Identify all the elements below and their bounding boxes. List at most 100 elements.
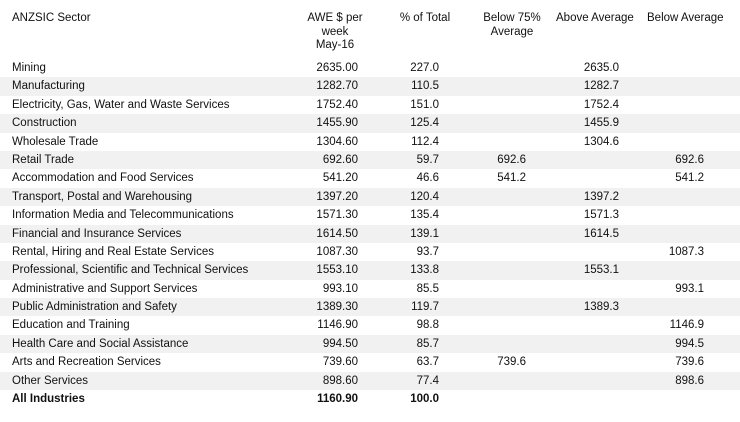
header-below75-line1: Below 75% bbox=[483, 12, 541, 24]
header-sector: ANZSIC Sector bbox=[12, 12, 91, 24]
table-row: Electricity, Gas, Water and Waste Servic… bbox=[0, 96, 740, 114]
cell-sector: Financial and Insurance Services bbox=[12, 227, 182, 240]
cell-above-average: 1304.6 bbox=[583, 135, 619, 148]
cell-pct-total: 46.6 bbox=[416, 172, 439, 185]
total-awe: 1160.90 bbox=[317, 393, 358, 406]
cell-pct-total: 59.7 bbox=[416, 153, 439, 166]
cell-awe: 2635.00 bbox=[316, 62, 358, 74]
table-row: Health Care and Social Assistance 994.50 8… bbox=[0, 334, 740, 354]
cell-above-average: 1571.3 bbox=[583, 209, 619, 222]
cell-sector: Administrative and Support Services bbox=[12, 282, 198, 295]
cell-awe: 739.60 bbox=[322, 356, 358, 369]
cell-pct-total: 98.8 bbox=[416, 319, 439, 332]
cell-below-average: 993.1 bbox=[675, 282, 704, 295]
cell-above-average: 1389.3 bbox=[583, 301, 619, 314]
cell-sector: Education and Training bbox=[12, 319, 130, 332]
header-awe: AWE $ per week May-16 bbox=[285, 12, 385, 53]
cell-below-average: 739.6 bbox=[675, 356, 704, 369]
cell-sector: Public Administration and Safety bbox=[12, 301, 177, 314]
cell-below-average: 541.2 bbox=[675, 172, 704, 185]
cell-pct-total: 135.4 bbox=[410, 209, 439, 222]
table-row: Arts and Recreation Services 739.60 63.7 73… bbox=[0, 353, 740, 371]
table-row: Manufacturing 1282.70 110.5 1282.7 bbox=[0, 77, 740, 96]
cell-sector: Wholesale Trade bbox=[12, 135, 99, 148]
cell-pct-total: 85.5 bbox=[416, 282, 439, 295]
cell-pct-total: 85.7 bbox=[416, 337, 439, 350]
table-row: Public Administration and Safety 1389.30 1… bbox=[0, 298, 740, 317]
cell-below-average: 898.6 bbox=[675, 374, 704, 387]
table-row: Other Services 898.60 77.4 898.6 bbox=[0, 371, 740, 391]
cell-pct-total: 227.0 bbox=[410, 62, 439, 74]
cell-awe: 1397.20 bbox=[316, 190, 358, 203]
cell-pct-total: 120.4 bbox=[410, 190, 439, 203]
cell-pct-total: 77.4 bbox=[416, 374, 439, 387]
table-row: Rental, Hiring and Real Estate Services 1… bbox=[0, 243, 740, 261]
cell-sector: Retail Trade bbox=[12, 153, 75, 166]
table-row: Accommodation and Food Services 541.20 46.… bbox=[0, 169, 740, 187]
cell-above-average: 2635.0 bbox=[583, 62, 619, 74]
cell-pct-total: 139.1 bbox=[410, 227, 439, 240]
cell-sector: Electricity, Gas, Water and Waste Servic… bbox=[12, 98, 230, 111]
cell-sector: Information Media and Telecommunications bbox=[12, 209, 234, 222]
cell-awe: 692.60 bbox=[322, 153, 358, 166]
cell-pct-total: 93.7 bbox=[416, 245, 439, 258]
cell-awe: 1455.90 bbox=[316, 117, 358, 130]
cell-sector: Professional, Scientific and Technical S… bbox=[12, 264, 249, 277]
cell-above-average: 1752.4 bbox=[583, 98, 619, 111]
total-pct: 100.0 bbox=[410, 393, 439, 406]
cell-pct-total: 110.5 bbox=[411, 80, 439, 93]
cell-pct-total: 125.4 bbox=[410, 117, 439, 130]
cell-sector: Rental, Hiring and Real Estate Services bbox=[12, 245, 214, 258]
cell-below-average: 692.6 bbox=[675, 153, 704, 166]
cell-sector: Arts and Recreation Services bbox=[12, 356, 161, 369]
cell-awe: 1553.10 bbox=[316, 264, 358, 277]
table-row: Transport, Postal and Warehousing 1397.20… bbox=[0, 187, 740, 207]
cell-below-average: 1087.3 bbox=[668, 245, 704, 258]
cell-sector: Other Services bbox=[12, 374, 89, 387]
header-below-average: Below Average bbox=[647, 12, 724, 24]
cell-pct-total: 133.8 bbox=[410, 264, 439, 277]
cell-pct-total: 63.7 bbox=[416, 356, 439, 369]
total-row: All Industries 1160.90 100.0 bbox=[0, 390, 740, 408]
header-awe-line3: May-16 bbox=[315, 39, 355, 51]
cell-above-average: 1553.1 bbox=[583, 264, 619, 277]
cell-awe: 1571.30 bbox=[316, 209, 358, 222]
table-row: Mining 2635.00 227.0 2635.0 bbox=[0, 59, 740, 77]
header-awe-line1: AWE $ per bbox=[307, 12, 363, 24]
cell-awe: 1389.30 bbox=[316, 301, 358, 314]
header-below75: Below 75% Average bbox=[466, 12, 558, 39]
cell-pct-total: 119.7 bbox=[411, 301, 439, 314]
cell-below-average: 1146.9 bbox=[669, 319, 704, 332]
cell-sector: Manufacturing bbox=[12, 80, 85, 93]
table-header: ANZSIC Sector AWE $ per week May-16 % of… bbox=[0, 0, 740, 59]
cell-sector: Mining bbox=[12, 62, 46, 74]
cell-sector: Construction bbox=[12, 117, 77, 130]
total-sector: All Industries bbox=[12, 393, 85, 406]
cell-awe: 1304.60 bbox=[316, 135, 358, 148]
table-row: Information Media and Telecommunications… bbox=[0, 206, 740, 224]
cell-below75: 541.2 bbox=[497, 172, 526, 185]
cell-sector: Transport, Postal and Warehousing bbox=[12, 190, 193, 203]
cell-below75: 739.6 bbox=[497, 356, 526, 369]
cell-awe: 1752.40 bbox=[316, 98, 358, 111]
table-row: Financial and Insurance Services 1614.50 1… bbox=[0, 224, 740, 243]
table-body: Mining 2635.00 227.0 2635.0 Manufacturing 128… bbox=[0, 59, 740, 391]
table-row: Construction 1455.90 125.4 1455.9 bbox=[0, 114, 740, 133]
cell-sector: Accommodation and Food Services bbox=[12, 172, 194, 185]
cell-above-average: 1282.7 bbox=[583, 80, 619, 93]
cell-below-average: 994.5 bbox=[675, 337, 704, 350]
table-row: Professional, Scientific and Technical S… bbox=[0, 261, 740, 280]
header-pct-total: % of Total bbox=[399, 12, 451, 24]
cell-pct-total: 151.0 bbox=[410, 98, 439, 111]
header-above-average: Above Average bbox=[556, 12, 634, 24]
cell-above-average: 1614.5 bbox=[583, 227, 619, 240]
cell-awe: 1614.50 bbox=[316, 227, 358, 240]
cell-awe: 1146.90 bbox=[317, 319, 358, 332]
cell-above-average: 1397.2 bbox=[583, 190, 619, 203]
awe-sector-table: ANZSIC Sector AWE $ per week May-16 % of… bbox=[0, 0, 740, 408]
cell-awe: 1282.70 bbox=[316, 80, 358, 93]
header-below75-line2: Average bbox=[490, 25, 534, 38]
cell-above-average: 1455.9 bbox=[583, 117, 619, 130]
table-row: Wholesale Trade 1304.60 112.4 1304.6 bbox=[0, 133, 740, 151]
table-row: Education and Training 1146.90 98.8 1146.9 bbox=[0, 316, 740, 334]
